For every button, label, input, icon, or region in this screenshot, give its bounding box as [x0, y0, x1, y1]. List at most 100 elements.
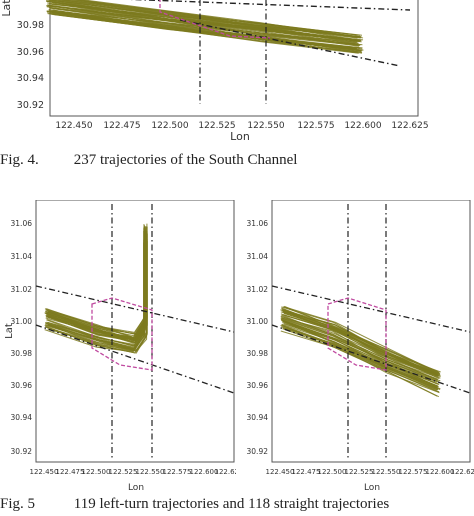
fig5-right-plot-frame	[271, 200, 471, 463]
trajectory-line	[282, 327, 440, 393]
fig5-left-ytick: 30.92	[11, 447, 33, 456]
fig5-caption-text: 119 left-turn trajectories and 118 strai…	[73, 496, 390, 512]
fig4-x-ticks: 122.450 122.475 122.500 122.525 122.550 …	[55, 121, 428, 131]
fig5-right-ytick: 31.00	[247, 317, 269, 326]
fig4-xtick: 122.450	[55, 121, 92, 131]
fig4-xtick: 122.500	[151, 121, 188, 131]
fig4-ytick: 30.92	[17, 100, 44, 111]
fig5-left-ytick: 31.00	[11, 317, 33, 326]
fig5-caption-label: Fig. 5	[0, 496, 36, 512]
fig5-left-ytick: 31.04	[11, 252, 33, 261]
fig4-channel-boundaries	[129, 0, 411, 104]
trajectory-line	[283, 311, 440, 377]
fig5-right-region-boundary	[327, 297, 387, 371]
fig5-left-ytick: 30.94	[11, 413, 33, 422]
fig5-right-ytick: 31.06	[247, 219, 269, 228]
trajectory-line	[281, 317, 439, 381]
fig5-right-ytick: 31.04	[247, 252, 269, 261]
fig4-xtick: 122.575	[297, 121, 334, 131]
fig4-region-boundary	[159, 0, 271, 39]
fig5-right-xtick: 122.500	[318, 468, 347, 476]
fig5-left-x-ticks: 122.450 122.475 122.500 122.525 122.550 …	[30, 468, 236, 476]
fig5-right-trajectories	[280, 305, 441, 398]
trajectory-line	[47, 2, 358, 42]
fig4-xtick: 122.550	[247, 121, 284, 131]
fig5-right-ytick: 30.96	[247, 381, 269, 390]
fig5-left-xlabel: Lon	[128, 483, 144, 493]
fig4-y-ticks: 30.98 30.96 30.94 30.92	[17, 20, 44, 111]
fig5-right-x-ticks: 122.450 122.475 122.500 122.525 122.550 …	[266, 468, 474, 476]
fig4-ytick: 30.96	[17, 47, 44, 58]
fig5-right-xtick: 122.625	[451, 468, 474, 476]
fig5-left-xtick: 122.550	[136, 468, 165, 476]
fig5-right-xtick: 122.600	[426, 468, 455, 476]
fig5-right-channel-boundaries	[271, 204, 471, 458]
fig5-left-channel-boundaries	[35, 204, 235, 458]
trajectory-line	[45, 226, 145, 341]
fig4-plot-frame	[49, 0, 419, 117]
fig4-caption-label: Fig. 4.	[0, 152, 39, 168]
trajectory-line	[280, 330, 438, 397]
fig4-xtick: 122.625	[391, 121, 428, 131]
trajectory-line	[50, 11, 361, 53]
trajectory-line	[280, 317, 438, 382]
fig5-left-ytick: 31.02	[11, 285, 33, 294]
fig5-left-y-ticks: 31.06 31.04 31.02 31.00 30.98 30.96 30.9…	[11, 219, 33, 456]
fig5-left-ytick: 31.06	[11, 219, 33, 228]
fig5-right-chart: 31.06 31.04 31.02 31.00 30.98 30.96 30.9…	[247, 200, 474, 493]
fig5-right-ytick: 31.02	[247, 285, 269, 294]
trajectory-line	[281, 306, 438, 374]
fig5-right-channel-line-lower	[271, 324, 471, 394]
fig5-right-ytick: 30.98	[247, 349, 269, 358]
trajectory-line	[49, 7, 360, 46]
fig4-caption-text: 237 trajectories of the South Channel	[73, 152, 298, 168]
fig4-chart: Lat 30.98 30.96 30.94 30.92 122.450 122.…	[0, 0, 429, 143]
fig4-ytick: 30.94	[17, 73, 44, 84]
fig5-left-chart: Lat 31.06 31.04 31.02 31.00 30.98 30.96 …	[4, 200, 236, 493]
fig5-left-xtick: 122.625	[215, 468, 236, 476]
fig5-right-ytick: 30.92	[247, 447, 269, 456]
fig5-left-channel-line-lower	[35, 324, 235, 394]
fig5-left-ytick: 30.98	[11, 349, 33, 358]
trajectory-line	[281, 319, 438, 389]
fig5-right-ytick: 30.94	[247, 413, 269, 422]
fig5-right-xlabel: Lon	[364, 483, 380, 493]
fig5-right-xtick: 122.575	[399, 468, 428, 476]
fig4-xlabel: Lon	[230, 130, 250, 143]
fig5-caption: Fig. 5 119 left-turn trajectories and 11…	[0, 496, 389, 513]
fig4-channel-line-upper	[129, 0, 411, 11]
fig5-left-xtick: 122.525	[109, 468, 138, 476]
trajectory-line	[280, 313, 438, 377]
fig5-right-xtick: 122.525	[345, 468, 374, 476]
fig5-left-channel-line-upper	[35, 285, 235, 333]
fig5-left-xtick: 122.500	[82, 468, 111, 476]
fig4-trajectories	[46, 0, 364, 54]
trajectory-line	[46, 226, 146, 339]
fig5-left-plot-frame	[35, 200, 235, 463]
fig4-ytick: 30.98	[17, 20, 44, 31]
fig4-xtick: 122.525	[198, 121, 235, 131]
fig5-right-xtick: 122.550	[372, 468, 401, 476]
fig4-ylabel: Lat	[0, 0, 13, 17]
trajectory-line	[48, 233, 148, 341]
fig5-left-ytick: 30.96	[11, 381, 33, 390]
fig5-left-region-boundary	[91, 297, 153, 371]
trajectory-line	[46, 12, 357, 50]
trajectory-line	[46, 233, 146, 341]
fig5-left-ylabel: Lat	[4, 323, 15, 339]
fig5-right-xtick: 122.450	[266, 468, 295, 476]
fig5-left-xtick: 122.475	[56, 468, 85, 476]
fig4-caption: Fig. 4. 237 trajectories of the South Ch…	[0, 152, 297, 169]
trajectory-line	[72, 0, 364, 39]
fig5-right-y-ticks: 31.06 31.04 31.02 31.00 30.98 30.96 30.9…	[247, 219, 269, 456]
fig4-xtick: 122.475	[103, 121, 140, 131]
trajectory-line	[47, 231, 148, 340]
fig4-channel-line-lower	[179, 19, 401, 67]
fig5-left-xtick: 122.575	[163, 468, 192, 476]
trajectory-line	[283, 321, 441, 390]
fig5-left-trajectories	[44, 223, 148, 354]
fig5-right-xtick: 122.475	[292, 468, 321, 476]
fig5-left-xtick: 122.600	[190, 468, 219, 476]
fig4-xtick: 122.600	[344, 121, 381, 131]
fig5-left-xtick: 122.450	[30, 468, 59, 476]
